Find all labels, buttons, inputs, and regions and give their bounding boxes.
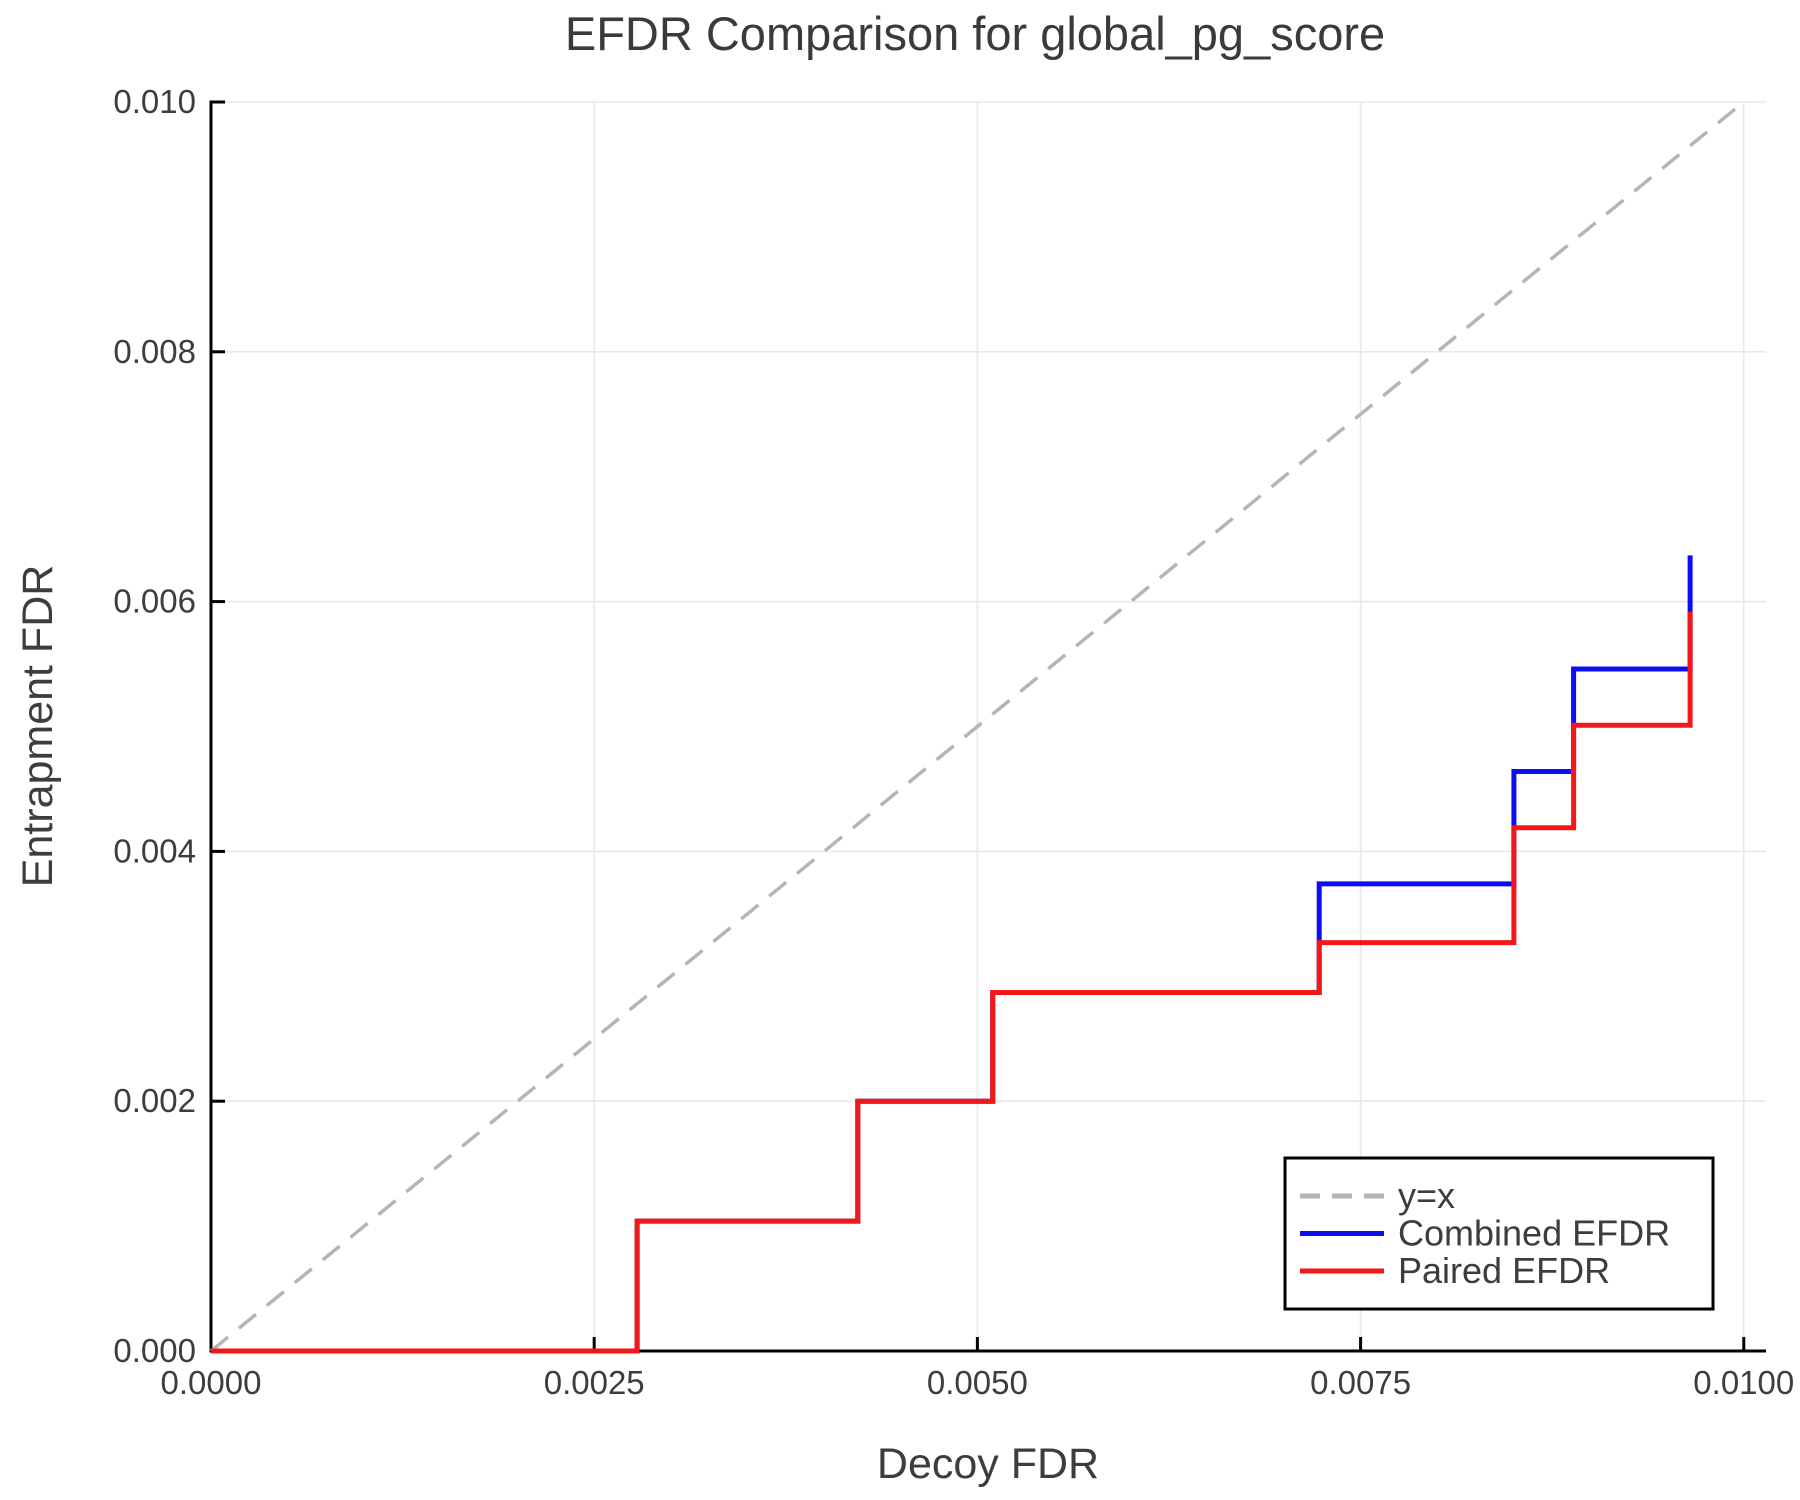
legend-entry-label: Combined EFDR (1398, 1213, 1670, 1254)
series-line-paired-efdr (211, 611, 1693, 1354)
x-tick-label: 0.0100 (1693, 1364, 1794, 1401)
legend-entry-label: y=x (1398, 1175, 1455, 1216)
chart-title: EFDR Comparison for global_pg_score (565, 7, 1385, 60)
y-tick-label: 0.000 (113, 1332, 196, 1369)
x-tick-label: 0.0050 (927, 1364, 1028, 1401)
y-tick-label: 0.010 (113, 83, 196, 120)
y-tick-label: 0.006 (113, 583, 196, 620)
x-tick-label: 0.0025 (544, 1364, 645, 1401)
x-tick-label: 0.0075 (1310, 1364, 1411, 1401)
y-tick-label: 0.002 (113, 1082, 196, 1119)
x-tick-label: 0.0000 (161, 1364, 262, 1401)
series-line-y-x (209, 100, 1745, 1353)
y-tick-label: 0.004 (113, 832, 196, 869)
legend-entry-label: Paired EFDR (1398, 1250, 1610, 1291)
tick-label-layer: 0.0000 0.0025 0.0050 0.0075 0.0100 0.000 0.002… (113, 83, 1794, 1401)
y-tick-label: 0.008 (113, 333, 196, 370)
x-axis-label: Decoy FDR (877, 1440, 1099, 1488)
y-axis-label: Entrapment FDR (14, 565, 62, 888)
series-layer (209, 100, 1745, 1354)
